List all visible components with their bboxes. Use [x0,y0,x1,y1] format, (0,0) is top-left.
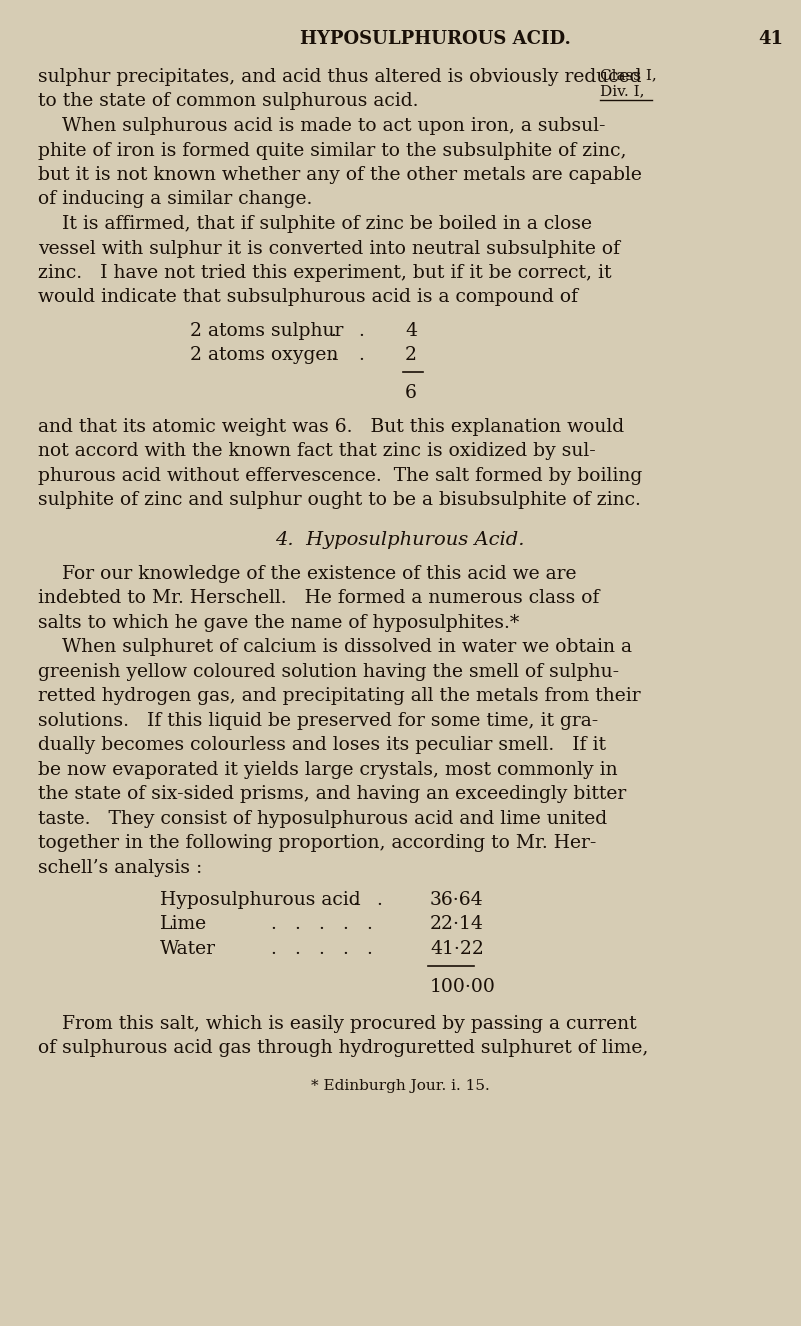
Text: .: . [366,915,372,934]
Text: For our knowledge of the existence of this acid we are: For our knowledge of the existence of th… [38,565,577,583]
Text: .: . [318,915,324,934]
Text: .: . [366,940,372,957]
Text: 22·14: 22·14 [430,915,484,934]
Text: salts to which he gave the name of hyposulphites.*: salts to which he gave the name of hypos… [38,614,519,633]
Text: * Edinburgh Jour. i. 15.: * Edinburgh Jour. i. 15. [311,1078,489,1093]
Text: When sulphuret of calcium is dissolved in water we obtain a: When sulphuret of calcium is dissolved i… [38,638,632,656]
Text: .: . [330,322,336,339]
Text: 4.  Hyposulphurous Acid.: 4. Hyposulphurous Acid. [276,530,525,549]
Text: .: . [358,322,364,339]
Text: .: . [294,940,300,957]
Text: .: . [342,940,348,957]
Text: .: . [318,940,324,957]
Text: but it is not known whether any of the other metals are capable: but it is not known whether any of the o… [38,166,642,184]
Text: Div. I,: Div. I, [600,84,645,98]
Text: Lime: Lime [160,915,207,934]
Text: .: . [330,346,336,365]
Text: of inducing a similar change.: of inducing a similar change. [38,191,312,208]
Text: .: . [342,915,348,934]
Text: would indicate that subsulphurous acid is a compound of: would indicate that subsulphurous acid i… [38,289,578,306]
Text: .: . [270,940,276,957]
Text: and that its atomic weight was 6.   But this explanation would: and that its atomic weight was 6. But th… [38,418,624,436]
Text: sulphur precipitates, and acid thus altered is obviously reduced: sulphur precipitates, and acid thus alte… [38,68,642,86]
Text: the state of six-sided prisms, and having an exceedingly bitter: the state of six-sided prisms, and havin… [38,785,626,804]
Text: 2 atoms oxygen: 2 atoms oxygen [190,346,338,365]
Text: vessel with sulphur it is converted into neutral subsulphite of: vessel with sulphur it is converted into… [38,240,620,257]
Text: 41·22: 41·22 [430,940,484,957]
Text: Class I,: Class I, [600,68,657,82]
Text: 6: 6 [405,383,417,402]
Text: indebted to Mr. Herschell.   He formed a numerous class of: indebted to Mr. Herschell. He formed a n… [38,589,599,607]
Text: schell’s analysis :: schell’s analysis : [38,859,202,876]
Text: 41: 41 [758,30,783,48]
Text: dually becomes colourless and loses its peculiar smell.   If it: dually becomes colourless and loses its … [38,736,606,754]
Text: .: . [376,891,382,908]
Text: Water: Water [160,940,216,957]
Text: zinc.   I have not tried this experiment, but if it be correct, it: zinc. I have not tried this experiment, … [38,264,611,282]
Text: HYPOSULPHUROUS ACID.: HYPOSULPHUROUS ACID. [300,30,571,48]
Text: sulphite of zinc and sulphur ought to be a bisubsulphite of zinc.: sulphite of zinc and sulphur ought to be… [38,492,641,509]
Text: to the state of common sulphurous acid.: to the state of common sulphurous acid. [38,93,418,110]
Text: together in the following proportion, according to Mr. Her-: together in the following proportion, ac… [38,834,597,853]
Text: .: . [270,915,276,934]
Text: greenish yellow coloured solution having the smell of sulphu-: greenish yellow coloured solution having… [38,663,619,680]
Text: Hyposulphurous acid: Hyposulphurous acid [160,891,360,908]
Text: 36·64: 36·64 [430,891,484,908]
Text: of sulphurous acid gas through hydroguretted sulphuret of lime,: of sulphurous acid gas through hydrogure… [38,1040,648,1057]
Text: not accord with the known fact that zinc is oxidized by sul-: not accord with the known fact that zinc… [38,443,596,460]
Text: be now evaporated it yields large crystals, most commonly in: be now evaporated it yields large crysta… [38,761,618,778]
Text: From this salt, which is easily procured by passing a current: From this salt, which is easily procured… [38,1014,637,1033]
Text: When sulphurous acid is made to act upon iron, a subsul-: When sulphurous acid is made to act upon… [38,117,606,135]
Text: retted hydrogen gas, and precipitating all the metals from their: retted hydrogen gas, and precipitating a… [38,687,641,705]
Text: .: . [358,346,364,365]
Text: 100·00: 100·00 [430,979,496,996]
Text: It is affirmed, that if sulphite of zinc be boiled in a close: It is affirmed, that if sulphite of zinc… [38,215,592,233]
Text: 2: 2 [405,346,417,365]
Text: .: . [352,891,358,908]
Text: taste.   They consist of hyposulphurous acid and lime united: taste. They consist of hyposulphurous ac… [38,810,607,827]
Text: 4: 4 [405,322,417,339]
Text: phite of iron is formed quite similar to the subsulphite of zinc,: phite of iron is formed quite similar to… [38,142,626,159]
Text: phurous acid without effervescence.  The salt formed by boiling: phurous acid without effervescence. The … [38,467,642,485]
Text: 2 atoms sulphur: 2 atoms sulphur [190,322,344,339]
Text: .: . [294,915,300,934]
Text: solutions.   If this liquid be preserved for some time, it gra-: solutions. If this liquid be preserved f… [38,712,598,729]
